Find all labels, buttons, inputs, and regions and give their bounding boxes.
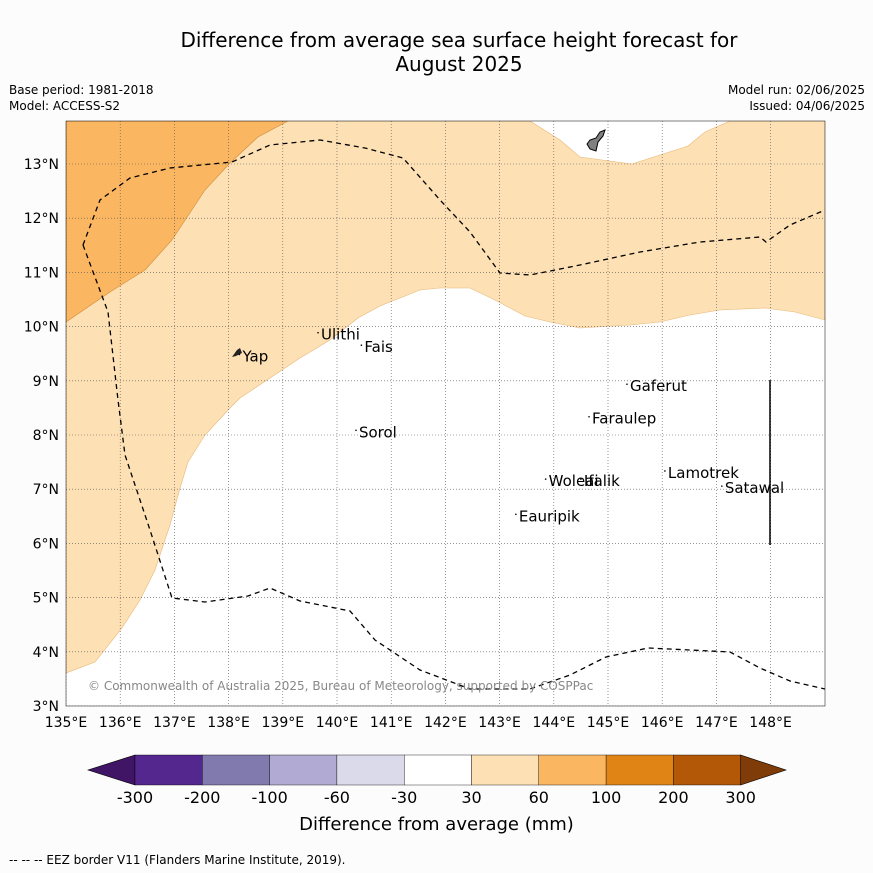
place-marker <box>355 429 357 432</box>
colorbar: -300 -200 -100 -60 -30 30 60 100 200 300 <box>87 754 787 807</box>
place-marker <box>360 344 363 346</box>
colorbar-tick-label: -30 <box>391 788 417 807</box>
title-line-2: August 2025 <box>395 52 523 76</box>
lon-tick-label: 145°E <box>587 715 630 731</box>
place-label: Yap <box>241 347 268 365</box>
colorbar-tick-label: -60 <box>324 788 350 807</box>
model-name: Model: ACCESS-S2 <box>9 99 121 113</box>
place-label: Eauripik <box>519 507 580 525</box>
colorbar-extend-high <box>740 754 787 786</box>
place-label: Ulithi <box>321 326 360 344</box>
place-marker <box>515 513 517 516</box>
lat-tick-label: 4°N <box>33 645 59 661</box>
place-marker <box>544 478 547 480</box>
place-label: Faraulep <box>592 410 656 428</box>
lat-tick-label: 11°N <box>24 265 59 281</box>
lat-tick-label: 10°N <box>24 320 59 336</box>
place-marker <box>626 383 628 386</box>
band-30-60 <box>66 121 825 674</box>
title-line-1: Difference from average sea surface heig… <box>180 28 738 52</box>
lat-tick-label: 9°N <box>33 374 59 390</box>
colorbar-tick-label: 200 <box>658 788 689 807</box>
place-marker <box>317 331 319 334</box>
lat-tick-label: 3°N <box>33 699 59 715</box>
colorbar-title: Difference from average (mm) <box>299 814 574 835</box>
lon-tick-label: 136°E <box>99 715 142 731</box>
colorbar-tick-label: -200 <box>184 788 220 807</box>
place-label: Ifalik <box>584 472 620 490</box>
meta-left: Base period: 1981-2018 Model: ACCESS-S2 <box>9 82 154 114</box>
model-run: Model run: 02/06/2025 <box>727 83 865 97</box>
colorbar-swatch <box>538 754 607 786</box>
colorbar-tick-label: 30 <box>461 788 481 807</box>
lon-tick-label: 147°E <box>695 715 738 731</box>
colorbar-swatch <box>134 754 203 786</box>
lon-tick-label: 140°E <box>316 715 359 731</box>
place-label: Woleai <box>549 472 599 490</box>
place-marker <box>664 470 666 472</box>
place-marker <box>588 415 590 418</box>
place-label: Lamotrek <box>668 464 739 482</box>
yap-island <box>232 348 242 357</box>
copyright-notice: © Commonwealth of Australia 2025, Bureau… <box>88 679 593 693</box>
eez-legend-note: -- -- -- EEZ border V11 (Flanders Marine… <box>9 853 346 867</box>
eez-border <box>82 139 825 276</box>
eez-border-south <box>82 244 825 690</box>
colorbar-extend-low <box>87 754 136 786</box>
issued-date: Issued: 04/06/2025 <box>749 99 865 113</box>
colorbar-swatch <box>202 754 270 786</box>
lat-tick-label: 5°N <box>33 591 59 607</box>
lon-tick-label: 146°E <box>641 715 684 731</box>
place-marker <box>238 353 241 356</box>
colorbar-swatch <box>336 754 405 786</box>
place-marker <box>580 478 582 480</box>
plot-frame <box>65 120 826 707</box>
lat-tick-labels: 3°N 4°N 5°N 6°N 7°N 8°N 9°N 10°N 11°N 12°N 13°N <box>24 157 59 715</box>
lon-tick-label: 142°E <box>424 715 467 731</box>
lon-tick-label: 137°E <box>153 715 196 731</box>
chart-title: Difference from average sea surface heig… <box>66 28 852 76</box>
lon-tick-label: 138°E <box>207 715 250 731</box>
lon-tick-labels: 135°E 136°E 137°E 138°E 139°E 140°E 141°E 142°E… <box>45 715 792 731</box>
lon-tick-label: 139°E <box>262 715 305 731</box>
guam-island <box>586 129 606 152</box>
band-60-100 <box>66 121 289 323</box>
lon-tick-label: 148°E <box>749 715 792 731</box>
colorbar-tick-label: 60 <box>529 788 549 807</box>
map-grid <box>66 121 825 706</box>
colorbar-swatch <box>673 754 741 786</box>
place-label: Sorol <box>359 423 397 441</box>
colorbar-swatch <box>269 754 338 786</box>
colorbar-swatch <box>404 754 472 786</box>
lat-tick-label: 8°N <box>33 428 59 444</box>
place-marker <box>721 485 723 487</box>
lon-tick-label: 143°E <box>478 715 521 731</box>
place-label: Gaferut <box>630 377 687 395</box>
colorbar-tick-label: -300 <box>117 788 153 807</box>
lat-tick-label: 12°N <box>24 211 59 227</box>
colorbar-swatch <box>471 754 540 786</box>
meta-right: Model run: 02/06/2025 Issued: 04/06/2025 <box>728 82 865 114</box>
colorbar-swatch <box>605 754 674 786</box>
lat-tick-label: 7°N <box>33 482 59 498</box>
lat-tick-label: 6°N <box>33 536 59 552</box>
lon-tick-label: 144°E <box>533 715 576 731</box>
lon-tick-label: 141°E <box>370 715 413 731</box>
lat-tick-label: 13°N <box>24 157 59 173</box>
lon-tick-label: 135°E <box>45 715 88 731</box>
place-label: Satawal <box>725 479 784 497</box>
base-period: Base period: 1981-2018 <box>9 83 154 97</box>
place-label: Fais <box>364 338 393 356</box>
colorbar-tick-label: -100 <box>251 788 287 807</box>
colorbar-tick-label: 100 <box>591 788 622 807</box>
colorbar-tick-label: 300 <box>725 788 756 807</box>
